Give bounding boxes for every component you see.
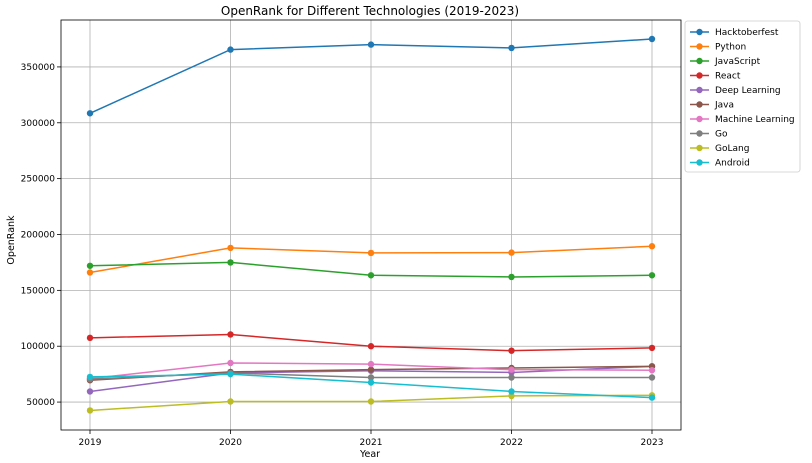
y-tick-label: 50000 (26, 398, 55, 408)
data-point-python (508, 249, 515, 256)
x-axis-label: Year (359, 449, 380, 460)
data-point-javascript (227, 259, 234, 266)
data-point-react (227, 331, 234, 338)
legend-label-python: Python (715, 43, 746, 53)
y-tick-label: 300000 (21, 119, 56, 129)
x-tick-label: 2022 (500, 438, 523, 448)
y-tick-label: 250000 (21, 175, 56, 185)
legend-marker-android (696, 159, 703, 166)
data-point-android (367, 379, 375, 386)
data-point-go (367, 374, 375, 381)
data-point-hacktoberfest (508, 44, 515, 52)
legend-label-java: Java (714, 101, 734, 111)
legend-marker-deep-learning (696, 86, 703, 94)
legend-frame (684, 20, 801, 173)
data-point-python (86, 269, 94, 276)
chart-title: OpenRank for Different Technologies (201… (221, 4, 519, 18)
y-axis-ticks: 50000 100000 150000 200000 250000 300000 35000… (21, 63, 61, 408)
data-point-hacktoberfest (86, 110, 94, 117)
data-point-hacktoberfest (367, 41, 375, 48)
data-point-go (508, 374, 515, 381)
data-point-machine-learning (648, 367, 656, 374)
data-point-react (367, 343, 375, 350)
legend: Hacktoberfest Python JavaScript React Deep L… (684, 20, 801, 173)
x-axis-ticks: 2019 2020 2021 2022 2023 (79, 430, 664, 448)
legend-marker-javascript (696, 57, 703, 65)
legend-label-android: Android (715, 159, 750, 169)
legend-label-machine-learning: Machine Learning (715, 115, 795, 125)
data-point-golang (508, 392, 515, 400)
legend-marker-java (696, 101, 703, 108)
data-point-react (86, 334, 94, 342)
data-point-android (86, 373, 94, 381)
x-tick-label: 2019 (79, 438, 102, 448)
data-point-golang (227, 398, 234, 405)
legend-marker-go (696, 130, 703, 137)
data-point-deep-learning (86, 388, 94, 395)
legend-marker-react (696, 72, 703, 79)
data-point-javascript (86, 262, 94, 269)
data-point-python (367, 249, 375, 257)
legend-marker-hacktoberfest (696, 28, 703, 36)
y-tick-label: 100000 (21, 342, 56, 352)
legend-label-hacktoberfest: Hacktoberfest (715, 28, 779, 38)
x-tick-label: 2021 (360, 438, 383, 448)
legend-marker-machine-learning (696, 115, 703, 123)
legend-label-deep-learning: Deep Learning (715, 86, 781, 96)
data-point-hacktoberfest (648, 35, 656, 43)
data-point-python (648, 243, 656, 250)
data-point-machine-learning (367, 360, 375, 368)
legend-label-go: Go (715, 130, 728, 140)
y-tick-label: 150000 (21, 286, 56, 296)
series-layer (86, 35, 656, 414)
data-point-react (508, 347, 515, 354)
data-point-hacktoberfest (227, 46, 234, 53)
data-point-machine-learning (227, 359, 234, 367)
data-point-golang (86, 407, 94, 414)
data-point-python (227, 244, 234, 252)
legend-label-javascript: JavaScript (714, 57, 761, 67)
data-point-go (648, 374, 656, 381)
legend-marker-golang (696, 144, 703, 152)
data-point-javascript (508, 273, 515, 281)
x-tick-label: 2020 (219, 438, 242, 448)
data-point-machine-learning (508, 366, 515, 373)
data-point-javascript (648, 272, 656, 279)
data-point-golang (367, 398, 375, 405)
y-axis-label: OpenRank (6, 215, 17, 265)
legend-label-react: React (715, 72, 741, 82)
data-point-android (648, 394, 656, 401)
y-tick-label: 200000 (21, 230, 56, 240)
legend-label-golang: GoLang (715, 144, 749, 154)
data-point-android (508, 388, 515, 395)
legend-marker-python (696, 43, 703, 50)
y-tick-label: 350000 (21, 63, 56, 73)
data-point-react (648, 344, 656, 352)
x-tick-label: 2023 (641, 438, 664, 448)
data-point-java (367, 366, 375, 373)
data-point-javascript (367, 272, 375, 279)
data-point-android (227, 370, 234, 378)
